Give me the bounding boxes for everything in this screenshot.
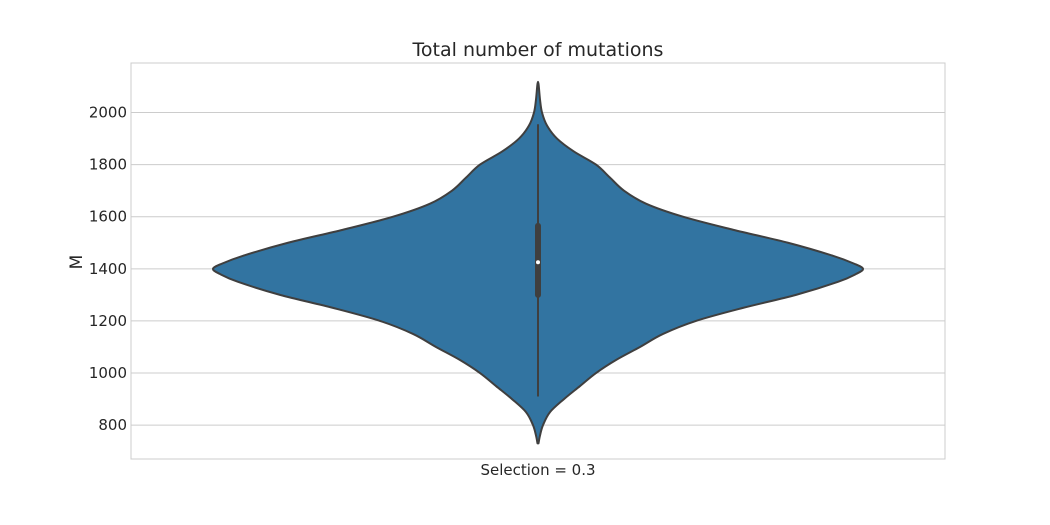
y-tick-label: 1000 [89, 364, 127, 382]
y-tick-label: 1800 [89, 156, 127, 174]
violin-layer [212, 80, 864, 445]
y-axis-label: M [67, 255, 87, 270]
y-tick-labels: 800 1000 1200 1400 1600 1800 2000 [89, 104, 127, 435]
y-tick-label: 1200 [89, 312, 127, 330]
median-point [536, 260, 540, 265]
x-tick-label: Selection = 0.3 [480, 461, 595, 479]
chart-title: Total number of mutations [412, 39, 664, 61]
y-tick-label: 800 [98, 416, 127, 434]
plot-frame [130, 62, 946, 460]
y-tick-label: 2000 [89, 104, 127, 122]
y-tick-label: 1400 [89, 260, 127, 278]
y-tick-label: 1600 [89, 208, 127, 226]
